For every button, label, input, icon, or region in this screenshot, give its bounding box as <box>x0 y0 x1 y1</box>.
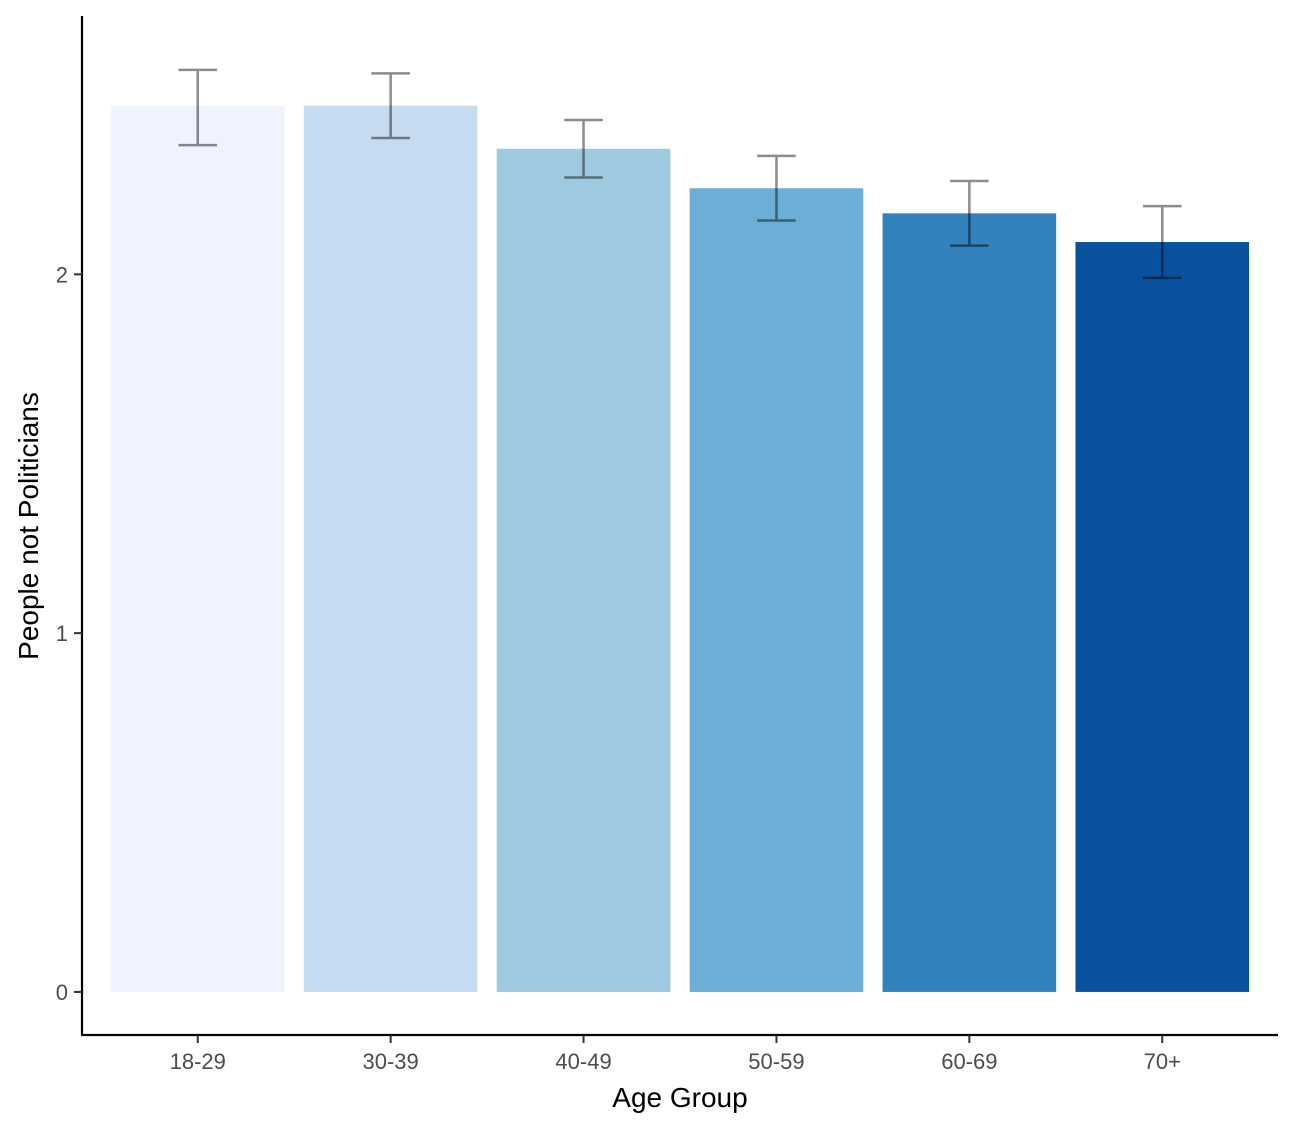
bar-50-59 <box>689 188 864 992</box>
bar-60-69 <box>882 213 1057 992</box>
bars-group <box>110 105 1250 992</box>
x-tick-label: 60-69 <box>941 1049 997 1074</box>
x-tick-label: 40-49 <box>555 1049 611 1074</box>
errorbar-70+ <box>1142 204 1182 280</box>
bar-30-39 <box>303 105 478 992</box>
bar-70+ <box>1075 242 1250 992</box>
y-axis-title: People not Politicians <box>13 392 44 660</box>
x-tick-label: 30-39 <box>363 1049 419 1074</box>
bar-18-29 <box>110 105 285 992</box>
errorbar-40-49 <box>564 118 603 179</box>
x-tick-label: 50-59 <box>748 1049 804 1074</box>
x-tick-label: 70+ <box>1144 1049 1181 1074</box>
errorbar-18-29 <box>178 68 218 147</box>
errorbar-50-59 <box>757 154 796 222</box>
x-ticks-group: 18-29 30-39 40-49 50-59 60-69 70+ <box>170 1035 1181 1074</box>
y-tick-label: 1 <box>56 621 68 646</box>
y-tick-label: 2 <box>56 262 68 287</box>
bar-40-49 <box>496 148 671 992</box>
y-ticks-group: 0 1 2 <box>56 262 82 1005</box>
errorbar-60-69 <box>950 179 989 247</box>
x-tick-label: 18-29 <box>170 1049 226 1074</box>
y-tick-label: 0 <box>56 980 68 1005</box>
errorbar-30-39 <box>371 72 410 140</box>
errorbars-group <box>178 68 1182 280</box>
x-axis-title: Age Group <box>612 1082 747 1113</box>
